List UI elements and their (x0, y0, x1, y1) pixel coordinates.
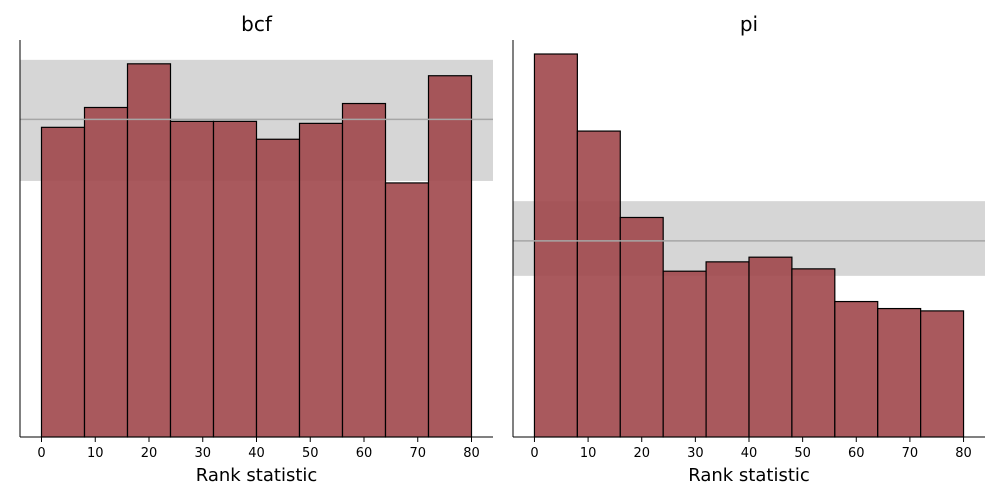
x-tick-label: 50 (794, 446, 811, 461)
histogram-bar (384, 182, 430, 438)
panel-pi: 0 10 20 30 40 50 60 70 80 pi Rank statistic (512, 12, 985, 486)
x-axis-label: Rank statistic (688, 465, 810, 486)
x-tick-label: 20 (633, 446, 650, 461)
x-tick-label: 0 (530, 446, 538, 461)
histogram-bar (705, 261, 750, 438)
x-tick-label: 70 (902, 446, 919, 461)
x-tick-label: 60 (848, 446, 865, 461)
x-tick-label: 30 (687, 446, 704, 461)
x-tick-label: 80 (955, 446, 972, 461)
chart-title: pi (740, 12, 758, 36)
x-tick-label: 10 (87, 446, 104, 461)
histogram-bar (791, 268, 836, 438)
histogram-bar (83, 106, 129, 438)
histogram-bar (427, 75, 473, 438)
histogram-bar (748, 256, 793, 438)
histogram-bar (255, 138, 301, 438)
x-axis-label: Rank statistic (196, 465, 318, 486)
histogram-bar (619, 216, 664, 438)
x-tick-label: 80 (463, 446, 480, 461)
x-tick-label: 50 (302, 446, 319, 461)
x-tick-label: 0 (37, 446, 45, 461)
x-tick-label: 30 (194, 446, 211, 461)
histogram-bar (212, 120, 258, 438)
histogram-bar (40, 126, 86, 438)
panel-bcf: 0 10 20 30 40 50 60 70 80 bcf Rank statistic (19, 12, 493, 486)
x-tick-label: 60 (356, 446, 373, 461)
histogram-bar (298, 122, 344, 438)
x-tick-label: 20 (141, 446, 158, 461)
histogram-bar (662, 270, 707, 438)
histogram-bar (533, 53, 578, 438)
x-tick-label: 40 (741, 446, 758, 461)
histogram-bar (576, 130, 621, 438)
histogram-bar (169, 120, 215, 438)
x-tick-label: 70 (409, 446, 426, 461)
x-tick-label: 10 (580, 446, 597, 461)
histogram-bar (877, 307, 922, 438)
histogram-bar (834, 300, 879, 438)
histogram-bar (920, 310, 965, 438)
x-tick-label: 40 (248, 446, 265, 461)
histogram-bar (341, 102, 387, 438)
chart-title: bcf (241, 12, 273, 36)
histogram-bar (126, 63, 172, 438)
